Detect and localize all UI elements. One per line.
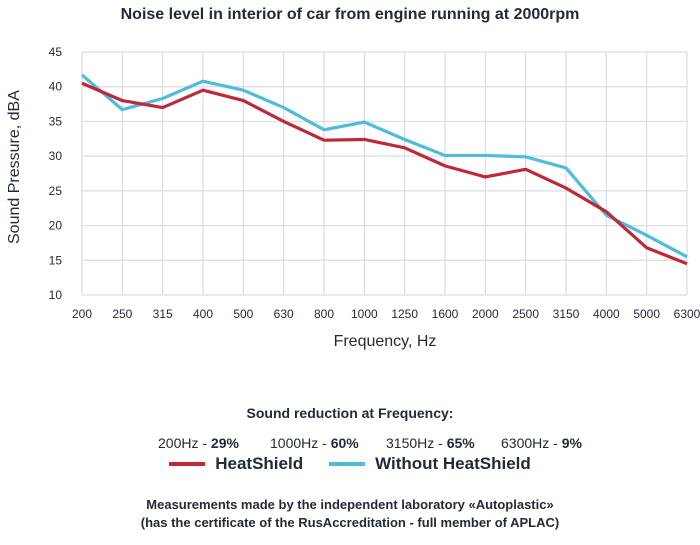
reduction-item: 3150Hz - 65% (386, 435, 475, 451)
x-tick-label: 4000 (593, 307, 620, 321)
reduction-value: 9% (561, 435, 582, 451)
reduction-freq: 200Hz - (158, 435, 211, 451)
x-tick-label: 400 (193, 307, 213, 321)
reduction-value: 29% (210, 435, 239, 451)
legend-item-without-heatshield: Without HeatShield (329, 454, 531, 474)
reduction-freq: 6300Hz - (501, 435, 562, 451)
x-axis-label: Frequency, Hz (333, 333, 437, 350)
x-tick-label: 200 (72, 307, 92, 321)
y-tick-label: 15 (49, 253, 63, 267)
y-tick-label: 20 (49, 219, 63, 233)
series-line-1 (80, 73, 688, 259)
legend: HeatShield Without HeatShield (0, 454, 700, 474)
x-tick-label: 1600 (432, 307, 459, 321)
legend-item-heatshield: HeatShield (169, 454, 303, 474)
x-tick-label: 2000 (472, 307, 499, 321)
reduction-item: 200Hz - 29% (158, 435, 239, 451)
x-tick-label: 6300 (674, 307, 700, 321)
x-tick-label: 3150 (553, 307, 580, 321)
y-tick-label: 40 (49, 80, 63, 94)
reduction-item: 6300Hz - 9% (501, 435, 582, 451)
series-line-0 (81, 81, 688, 266)
x-tick-label: 630 (274, 307, 294, 321)
reduction-value: 60% (330, 435, 359, 451)
reduction-freq: 1000Hz - (270, 435, 331, 451)
x-tick-label: 315 (153, 307, 173, 321)
x-tick-label: 5000 (633, 307, 660, 321)
x-tick-label: 1000 (351, 307, 378, 321)
y-tick-label: 45 (49, 45, 63, 59)
legend-swatch (169, 462, 206, 466)
legend-swatch (329, 462, 366, 466)
x-tick-label: 250 (112, 307, 132, 321)
y-tick-label: 10 (49, 288, 63, 302)
reduction-freq: 3150Hz - (386, 435, 447, 451)
reduction-item: 1000Hz - 60% (270, 435, 359, 451)
y-tick-label: 35 (49, 114, 63, 128)
note-line-1: Measurements made by the independent lab… (146, 497, 554, 512)
chart-title: Noise level in interior of car from engi… (120, 6, 580, 23)
y-tick-label: 30 (49, 149, 63, 163)
reduction-value: 65% (446, 435, 475, 451)
y-tick-label: 25 (49, 184, 63, 198)
legend-label: HeatShield (215, 454, 304, 473)
legend-label: Without HeatShield (375, 454, 531, 473)
reduction-title: Sound reduction at Frequency: (246, 405, 454, 421)
x-tick-label: 1250 (391, 307, 418, 321)
x-tick-label: 2500 (512, 307, 539, 321)
x-tick-label: 800 (314, 307, 334, 321)
x-tick-label: 500 (233, 307, 253, 321)
line-chart: 10 15 20 25 30 35 40 45 200 250 315 400 500 630 800 100… (49, 45, 700, 321)
note-line-2: (has the certificate of the RusAccredita… (140, 515, 560, 530)
